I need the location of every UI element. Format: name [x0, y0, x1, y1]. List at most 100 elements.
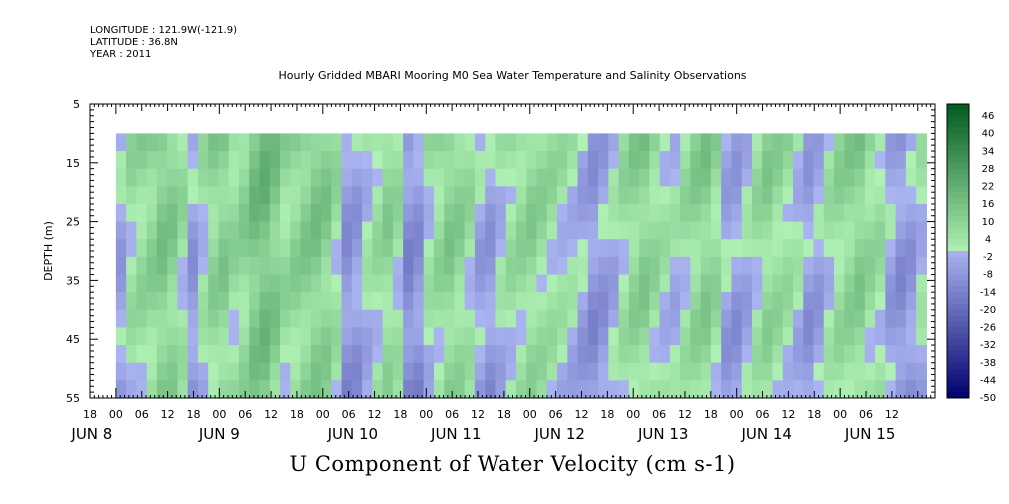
heatmap-cell [372, 151, 384, 170]
heatmap-cell [721, 380, 733, 399]
heatmap-cell [700, 345, 712, 364]
heatmap-cell [310, 274, 322, 293]
heatmap-cell [700, 327, 712, 346]
heatmap-cell [628, 151, 640, 170]
heatmap-cell [372, 274, 384, 293]
heatmap-cell [269, 327, 281, 346]
heatmap-cell [269, 380, 281, 399]
heatmap-cell [875, 345, 886, 364]
heatmap-cell [608, 168, 620, 187]
heatmap-cell [916, 168, 927, 187]
heatmap-cell [710, 256, 722, 276]
heatmap-cell [167, 239, 179, 258]
colorbar-segment [947, 256, 969, 264]
heatmap-cell [885, 239, 897, 258]
heatmap-cell [238, 186, 250, 205]
heatmap-cell [454, 345, 466, 364]
heatmap-cell [690, 133, 702, 152]
x-hour-label: 12 [368, 408, 382, 421]
heatmap-cell [156, 292, 168, 311]
heatmap-cell [115, 133, 127, 152]
heatmap-cell [536, 221, 548, 240]
heatmap-cell [156, 239, 168, 258]
heatmap-cell [803, 345, 815, 364]
heatmap-cell [905, 309, 917, 329]
heatmap-cell [382, 327, 394, 346]
x-hour-label: 06 [652, 408, 666, 421]
colorbar-label: 16 [982, 199, 995, 210]
heatmap-cell [680, 151, 692, 170]
heatmap-cell [567, 362, 579, 381]
heatmap-cell [403, 221, 414, 240]
colorbar-label: 22 [982, 182, 995, 193]
colorbar-segment [947, 156, 969, 164]
heatmap-cell [577, 256, 589, 276]
heatmap-cell [526, 239, 538, 258]
heatmap-cell [321, 133, 332, 152]
heatmap-cell [731, 292, 743, 311]
heatmap-cell [731, 239, 743, 258]
heatmap-cell [844, 133, 856, 152]
heatmap-cell [854, 274, 866, 293]
heatmap-cell [864, 239, 876, 258]
heatmap-cell [382, 274, 394, 293]
heatmap-cell [238, 380, 250, 399]
heatmap-cell [700, 309, 712, 329]
heatmap-cell [331, 292, 343, 311]
heatmap-cell [741, 292, 753, 311]
x-hour-label: 12 [471, 408, 485, 421]
heatmap-cell [146, 203, 158, 223]
heatmap-cell [515, 168, 527, 187]
heatmap-cell [628, 380, 640, 399]
heatmap-cell [372, 203, 384, 223]
heatmap-cell [700, 256, 712, 276]
heatmap-cell [515, 309, 527, 329]
heatmap-cell [290, 256, 302, 276]
heatmap-cell [136, 274, 148, 293]
heatmap-cell [875, 151, 886, 170]
heatmap-cell [280, 168, 291, 187]
heatmap-cell [577, 274, 589, 293]
heatmap-cell [444, 151, 456, 170]
heatmap-cell [823, 309, 835, 329]
heatmap-cell [372, 221, 384, 240]
colorbar-label: -20 [980, 305, 996, 316]
heatmap-cell [700, 239, 712, 258]
heatmap-cell [228, 345, 240, 364]
heatmap-cell [485, 239, 497, 258]
heatmap-cell [177, 133, 189, 152]
heatmap-cell [844, 309, 856, 329]
heatmap-cell [577, 168, 589, 187]
heatmap-cell [710, 239, 722, 258]
heatmap-cell [433, 345, 445, 364]
heatmap-cell [208, 256, 220, 276]
heatmap-cell [269, 221, 281, 240]
heatmap-cell [854, 362, 866, 381]
heatmap-cell [474, 221, 486, 240]
heatmap-cell [721, 133, 733, 152]
heatmap-cell [598, 362, 609, 381]
heatmap-cell [885, 256, 897, 276]
heatmap-cell [793, 256, 804, 276]
heatmap-cell [495, 256, 507, 276]
heatmap-cell [639, 133, 650, 152]
heatmap-cell [351, 186, 363, 205]
heatmap-cell [772, 151, 784, 170]
heatmap-cell [115, 309, 127, 329]
heatmap-cell [474, 256, 486, 276]
heatmap-cell [351, 345, 363, 364]
heatmap-cell [608, 380, 620, 399]
heatmap-cell [772, 274, 784, 293]
heatmap-cell [546, 274, 558, 293]
y-axis-label: DEPTH (m) [42, 221, 55, 281]
heatmap-cell [249, 186, 261, 205]
heatmap-cell [454, 203, 466, 223]
colorbar-segment [947, 104, 969, 111]
heatmap-cell [321, 362, 332, 381]
heatmap-cell [577, 327, 589, 346]
heatmap-cell [916, 380, 927, 399]
heatmap-cell [156, 133, 168, 152]
heatmap-cell [331, 256, 343, 276]
heatmap-cell [916, 292, 927, 311]
heatmap-cell [177, 239, 189, 258]
